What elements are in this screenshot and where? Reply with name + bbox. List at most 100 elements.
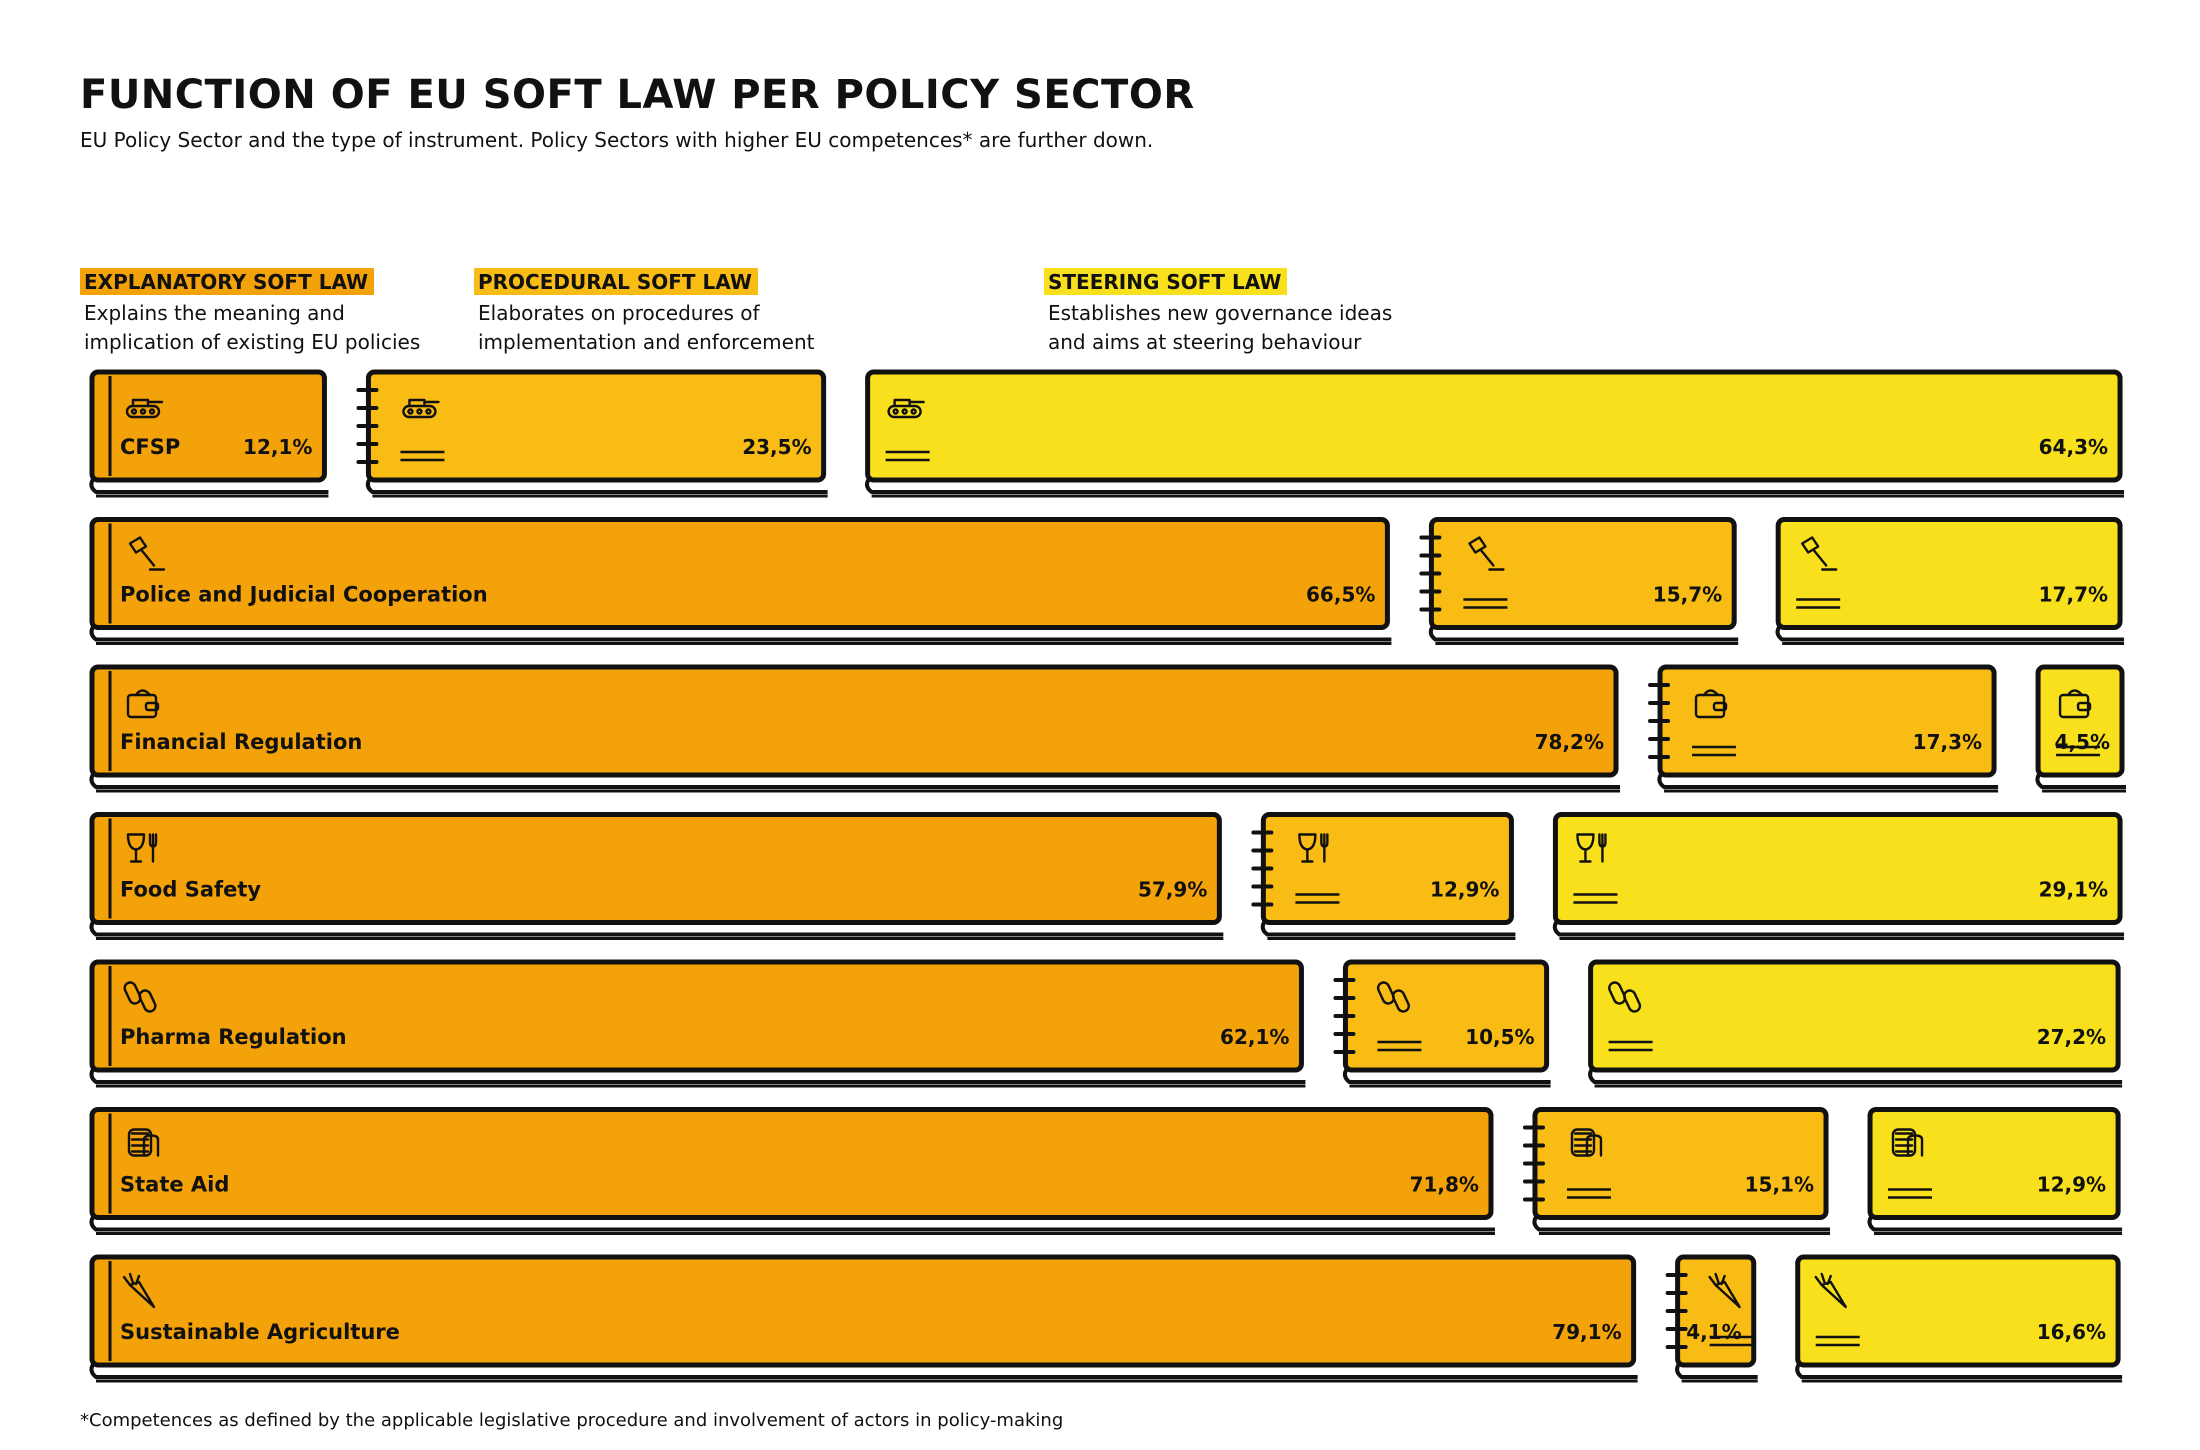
value-label: 79,1% <box>1552 1320 1621 1344</box>
legend-procedural-desc-2: implementation and enforcement <box>478 330 815 354</box>
legend-explanatory-label: EXPLANATORY SOFT LAW <box>80 268 375 295</box>
tank-icon <box>402 398 440 419</box>
bar-rect-steering-0 <box>865 369 2123 483</box>
legend-explanatory-desc-1: Explains the meaning and <box>84 301 345 325</box>
category-label: Financial Regulation <box>120 730 362 754</box>
legend-procedural-label: PROCEDURAL SOFT LAW <box>474 268 758 295</box>
bar-rect-steering-5 <box>1867 1107 2121 1220</box>
food-icon <box>126 833 158 863</box>
category-label: Police and Judicial Cooperation <box>120 583 488 607</box>
legend-procedural-desc-1: Elaborates on procedures of <box>478 301 760 325</box>
value-label: 12,9% <box>2037 1173 2106 1197</box>
tank-icon <box>125 398 164 419</box>
bar-rect-explanatory-3 <box>89 812 1222 925</box>
bar-explanatory-6: 79,1% Sustainable Agriculture <box>89 1254 1638 1383</box>
value-label: 57,9% <box>1138 878 1207 902</box>
bar-rect-procedural-5 <box>1532 1107 1829 1220</box>
pills-icon <box>123 981 157 1013</box>
value-label: 78,2% <box>1535 730 1604 754</box>
row-police-and-judicial-cooperation: 66,5% Police and Judicial Cooperation 15,7… <box>89 517 2125 645</box>
bar-explanatory-2: 78,2% Financial Regulation <box>89 664 1621 793</box>
bar-procedural-3: 12,9% <box>1251 812 1516 940</box>
footnote: *Competences as defined by the applicabl… <box>80 1410 1064 1431</box>
value-label: 66,5% <box>1306 583 1375 607</box>
bar-rect-procedural-4 <box>1342 959 1550 1073</box>
value-label: 12,1% <box>243 435 312 459</box>
pills-icon <box>1376 981 1410 1013</box>
gavel-icon <box>1468 536 1505 571</box>
bar-rect-procedural-1 <box>1428 517 1737 630</box>
value-label: 15,7% <box>1653 583 1722 607</box>
value-label: 64,3% <box>2039 435 2108 459</box>
bar-steering-2: 4,5% <box>2035 664 2126 793</box>
bar-explanatory-4: 62,1% Pharma Regulation <box>89 959 1306 1088</box>
chart-title: FUNCTION OF EU SOFT LAW PER POLICY SECTO… <box>80 72 1195 118</box>
bar-rect-steering-2 <box>2035 664 2125 778</box>
value-label: 4,5% <box>2055 730 2110 754</box>
bar-procedural-4: 10,5% <box>1333 959 1551 1088</box>
bar-procedural-2: 17,3% <box>1648 664 1999 793</box>
value-label: 62,1% <box>1220 1025 1289 1049</box>
legend-steering-label: STEERING SOFT LAW <box>1044 268 1288 295</box>
bar-steering-0: 64,3% <box>865 369 2125 498</box>
tank-icon <box>887 398 925 419</box>
bar-steering-3: 29,1% <box>1552 812 2125 940</box>
value-label: 23,5% <box>742 435 811 459</box>
value-label: 27,2% <box>2037 1025 2106 1049</box>
food-icon <box>1576 833 1607 863</box>
food-icon <box>1298 833 1329 863</box>
bar-rect-procedural-2 <box>1657 664 1997 778</box>
legend-explanatory: EXPLANATORY SOFT LAW Explains the meanin… <box>80 268 420 357</box>
legend-procedural: PROCEDURAL SOFT LAW Elaborates on proced… <box>474 268 814 357</box>
value-label: 17,7% <box>2039 583 2108 607</box>
coins-icon <box>127 1128 160 1157</box>
legend-explanatory-desc-2: implication of existing EU policies <box>84 330 421 354</box>
row-pharma-regulation: 62,1% Pharma Regulation 10,5% 27,2% <box>89 959 2123 1088</box>
value-label: 15,1% <box>1745 1173 1814 1197</box>
chart-subtitle: EU Policy Sector and the type of instrum… <box>80 128 1154 152</box>
value-label: 12,9% <box>1430 878 1499 902</box>
bar-rect-explanatory-1 <box>89 517 1390 630</box>
bar-procedural-6: 4,1% <box>1665 1254 1758 1383</box>
bar-rect-explanatory-5 <box>89 1107 1494 1220</box>
gavel-icon <box>128 536 166 571</box>
value-label: 29,1% <box>2039 878 2108 902</box>
bar-steering-6: 16,6% <box>1795 1254 2123 1383</box>
legend-steering-desc-1: Establishes new governance ideas <box>1048 301 1393 325</box>
carrot-icon <box>1708 1272 1741 1309</box>
coins-icon <box>1891 1128 1924 1157</box>
bar-rect-steering-4 <box>1588 959 2121 1073</box>
bar-rect-procedural-0 <box>365 369 827 483</box>
category-label: Sustainable Agriculture <box>120 1320 400 1344</box>
wallet-icon <box>2058 689 2092 719</box>
wallet-icon <box>1694 689 1728 719</box>
value-label: 16,6% <box>2037 1320 2106 1344</box>
bar-rect-explanatory-2 <box>89 664 1619 778</box>
category-label: CFSP <box>120 435 180 459</box>
wallet-icon <box>126 689 160 719</box>
bar-explanatory-5: 71,8% State Aid <box>89 1107 1495 1235</box>
bar-rect-explanatory-0 <box>89 369 327 483</box>
value-label: 4,1% <box>1686 1320 1741 1344</box>
bar-rect-steering-1 <box>1775 517 2123 630</box>
bar-procedural-0: 23,5% <box>356 369 828 498</box>
legend-steering-desc-2: and aims at steering behaviour <box>1048 330 1362 354</box>
bar-procedural-5: 15,1% <box>1522 1107 1831 1235</box>
value-label: 10,5% <box>1465 1025 1534 1049</box>
bar-rect-procedural-3 <box>1260 812 1514 925</box>
bar-steering-4: 27,2% <box>1588 959 2123 1088</box>
row-financial-regulation: 78,2% Financial Regulation 17,3% 4,5% <box>89 664 2126 793</box>
bar-explanatory-3: 57,9% Food Safety <box>89 812 1224 940</box>
gavel-icon <box>1800 536 1838 571</box>
bar-rect-explanatory-4 <box>89 959 1304 1073</box>
row-cfsp: 12,1% CFSP 23,5% 64,3% <box>89 369 2125 498</box>
category-label: Pharma Regulation <box>120 1025 347 1049</box>
bar-explanatory-1: 66,5% Police and Judicial Cooperation <box>89 517 1392 645</box>
category-label: State Aid <box>120 1173 229 1197</box>
bar-steering-1: 17,7% <box>1775 517 2125 645</box>
bar-procedural-1: 15,7% <box>1419 517 1739 645</box>
bar-rect-steering-3 <box>1552 812 2123 925</box>
row-state-aid: 71,8% State Aid 15,1% 12,9% <box>89 1107 2123 1235</box>
value-label: 17,3% <box>1913 730 1982 754</box>
